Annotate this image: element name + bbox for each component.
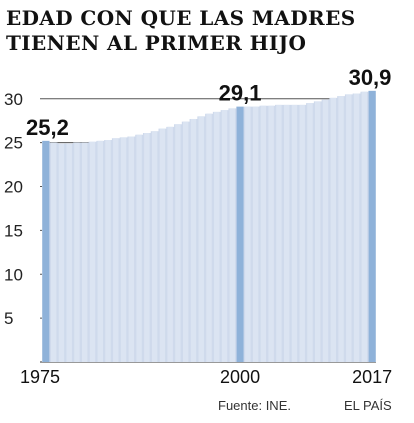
data-label-2000: 29,1 bbox=[219, 81, 262, 106]
bar-1984 bbox=[113, 138, 119, 362]
bar-1976 bbox=[50, 142, 57, 362]
data-label-2017: 30,9 bbox=[349, 65, 392, 90]
y-tick-label-20: 20 bbox=[4, 178, 23, 197]
bar-1982 bbox=[97, 140, 103, 362]
bar-2016 bbox=[361, 91, 368, 362]
bar-1998 bbox=[221, 110, 228, 363]
bar-1997 bbox=[214, 111, 220, 362]
bar-2011 bbox=[322, 99, 329, 363]
bar-2007 bbox=[291, 104, 298, 363]
x-tick-label-1975: 1975 bbox=[20, 367, 60, 387]
bar-1978 bbox=[66, 143, 72, 362]
bar-1977 bbox=[58, 143, 65, 362]
bar-1993 bbox=[182, 121, 189, 362]
bar-2014 bbox=[346, 94, 352, 362]
bar-2012 bbox=[330, 97, 336, 363]
data-labels: 25,2 29,1 30,9 bbox=[26, 65, 391, 140]
x-axis: 1975 2000 2017 bbox=[20, 367, 392, 387]
bar-2004 bbox=[268, 105, 274, 362]
y-tick-label-15: 15 bbox=[4, 221, 23, 240]
y-tick-label-30: 30 bbox=[4, 90, 23, 109]
bar-1986 bbox=[128, 136, 135, 362]
bar-1989 bbox=[151, 131, 158, 362]
chart-title-line-2: TIENEN AL PRIMER HIJO bbox=[6, 31, 307, 55]
bar-2010 bbox=[315, 101, 321, 362]
bar-2002 bbox=[252, 106, 259, 362]
x-tick-label-2017: 2017 bbox=[352, 367, 392, 387]
chart-title-line-1: EDAD CON QUE LAS MADRES bbox=[6, 6, 356, 30]
bar-1990 bbox=[159, 128, 166, 362]
chart-title: EDAD CON QUE LAS MADRES TIENEN AL PRIMER… bbox=[6, 6, 406, 56]
data-label-1975: 25,2 bbox=[26, 115, 69, 140]
bar-2006 bbox=[283, 104, 290, 363]
bar-1992 bbox=[175, 124, 181, 362]
bar-1988 bbox=[144, 132, 150, 362]
bar-1983 bbox=[105, 140, 111, 362]
y-tick-label-25: 25 bbox=[4, 134, 23, 153]
bar-1995 bbox=[198, 116, 204, 362]
bar-2005 bbox=[276, 104, 282, 363]
bar-2015 bbox=[353, 93, 360, 362]
y-tick-label-5: 5 bbox=[4, 309, 13, 328]
bar-1980 bbox=[82, 142, 88, 362]
bar-2001 bbox=[245, 106, 251, 362]
source-note: Fuente: INE. bbox=[218, 398, 291, 413]
bar-2009 bbox=[307, 103, 313, 362]
bar-1981 bbox=[89, 141, 96, 362]
bar-2013 bbox=[338, 96, 344, 362]
publisher-credit: EL PAÍS bbox=[344, 398, 392, 413]
bar-1996 bbox=[206, 113, 212, 362]
highlight-bar-2017 bbox=[368, 90, 376, 362]
bar-1991 bbox=[167, 126, 173, 362]
y-axis: 5 10 15 20 25 30 bbox=[4, 90, 23, 328]
bar-1979 bbox=[74, 142, 80, 362]
bars bbox=[42, 90, 376, 363]
bar-1985 bbox=[120, 137, 127, 362]
bar-1999 bbox=[229, 108, 236, 363]
highlight-bar-2000 bbox=[236, 106, 244, 362]
y-tick-label-10: 10 bbox=[4, 265, 23, 284]
x-tick-label-2000: 2000 bbox=[220, 367, 260, 387]
bar-2008 bbox=[299, 104, 305, 363]
bar-2003 bbox=[260, 105, 267, 362]
bar-1987 bbox=[136, 134, 142, 362]
bar-1994 bbox=[190, 118, 197, 362]
highlight-bar-1975 bbox=[42, 140, 50, 362]
